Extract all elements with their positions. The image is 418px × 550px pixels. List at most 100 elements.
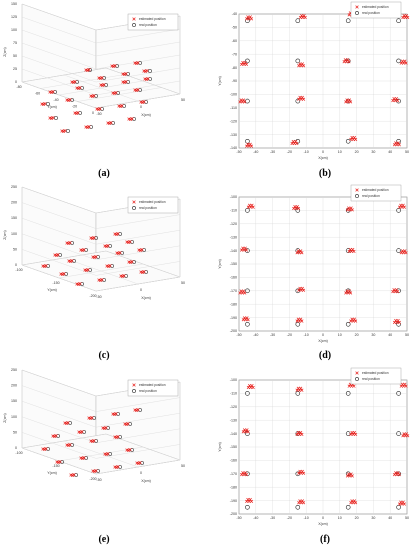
estimated-point bbox=[130, 117, 134, 121]
estimated-point bbox=[78, 86, 82, 90]
z-tick-label: 50 bbox=[13, 247, 17, 251]
estimated-point bbox=[54, 434, 58, 438]
real-point bbox=[245, 431, 250, 436]
estimated-point bbox=[243, 246, 247, 250]
x-tick-label: -50 bbox=[236, 516, 241, 520]
chart-d-2d: -50 -40 -30 -20 -10 0 10 20 30 40 50-200-190-180-1… bbox=[218, 184, 409, 343]
x-tick-label: 40 bbox=[388, 516, 392, 520]
real-point bbox=[396, 391, 401, 396]
estimated-point bbox=[301, 97, 306, 101]
real-point bbox=[245, 18, 250, 24]
legend-real-label: real position bbox=[139, 206, 157, 210]
estimated-point bbox=[80, 430, 84, 434]
real-point bbox=[345, 139, 351, 144]
real-point bbox=[396, 58, 401, 64]
estimated-point bbox=[130, 260, 134, 264]
chart-c-3d: 0 50 100 150 200 250 -100 -150 -200 -50 0 50 Z(cm) Y(… bbox=[3, 185, 185, 300]
estimated-point bbox=[404, 432, 409, 436]
z-tick-label: 50 bbox=[13, 54, 17, 58]
real-point bbox=[345, 471, 351, 477]
real-point bbox=[245, 505, 250, 510]
z-tick-label: 200 bbox=[11, 384, 17, 388]
estimated-point bbox=[243, 100, 247, 104]
caption-b: (b) bbox=[318, 168, 332, 179]
real-point bbox=[345, 505, 351, 510]
floor-grid-line bbox=[21, 250, 107, 266]
y-tick-label: -100 bbox=[15, 451, 22, 455]
estimated-point bbox=[128, 240, 132, 244]
estimated-point bbox=[68, 443, 72, 447]
chart-panel-c: 0 50 100 150 200 250 -100 -150 -200 -50 0 50 Z(cm) Y(… bbox=[0, 183, 209, 366]
legend-box bbox=[350, 184, 402, 202]
estimated-point bbox=[241, 289, 246, 293]
real-point bbox=[345, 322, 351, 327]
estimated-point bbox=[92, 236, 96, 240]
estimated-point bbox=[352, 499, 357, 503]
y-tick-label: -180 bbox=[230, 485, 237, 489]
estimated-point bbox=[122, 274, 126, 278]
estimated-point bbox=[395, 289, 400, 294]
y-tick-label: -110 bbox=[230, 392, 237, 396]
estimated-point bbox=[348, 291, 353, 295]
estimated-point bbox=[249, 144, 254, 148]
legend-estimated-label: estimated position bbox=[362, 188, 389, 192]
chart-b-2d: -50 -40 -30 -20 -10 0 10 20 30 40 50-140-130-120-1… bbox=[218, 1, 410, 160]
y-tick-label: -100 bbox=[230, 378, 237, 382]
x-tick-label: 50 bbox=[405, 333, 409, 337]
y-tick-label: -150 bbox=[230, 262, 237, 266]
estimated-point bbox=[92, 94, 96, 98]
estimated-point bbox=[352, 317, 357, 321]
floor-grid-line bbox=[105, 250, 181, 278]
z-grid-line bbox=[21, 218, 181, 245]
estimated-point bbox=[128, 448, 132, 452]
estimated-point bbox=[397, 472, 401, 477]
x-tick-label: -30 bbox=[270, 516, 275, 520]
estimated-point bbox=[299, 386, 303, 390]
floor-grid-line bbox=[63, 257, 139, 285]
estimated-point bbox=[44, 264, 48, 268]
x-tick-label: 50 bbox=[181, 98, 185, 102]
floor-grid-line bbox=[21, 67, 107, 83]
x-tick-label: 20 bbox=[355, 150, 359, 154]
z-grid-line bbox=[21, 16, 181, 44]
y-tick-label: -130 bbox=[230, 235, 237, 239]
estimated-point bbox=[248, 497, 252, 502]
y-tick-label: -200 bbox=[89, 477, 96, 481]
estimated-point bbox=[353, 501, 358, 505]
estimated-point bbox=[124, 72, 128, 76]
estimated-point bbox=[397, 143, 401, 147]
legend-real-marker bbox=[355, 11, 359, 15]
legend-real-label: real position bbox=[362, 194, 380, 198]
estimated-point bbox=[352, 249, 356, 254]
estimated-point bbox=[249, 499, 254, 504]
y-tick-label: -70 bbox=[232, 52, 237, 56]
y-tick-label: -90 bbox=[232, 79, 237, 83]
x-axis-label: X(cm) bbox=[141, 479, 151, 483]
x-tick-label: 0 bbox=[322, 150, 324, 154]
legend-box bbox=[127, 196, 179, 214]
x-tick-label: -20 bbox=[287, 333, 292, 337]
legend-estimated-marker bbox=[355, 188, 359, 192]
estimated-point bbox=[299, 430, 303, 435]
estimated-point bbox=[51, 116, 55, 120]
estimated-point bbox=[299, 249, 303, 253]
estimated-point bbox=[241, 98, 246, 102]
x-tick-label: -50 bbox=[96, 295, 101, 299]
legend-estimated-marker bbox=[355, 5, 359, 9]
y-tick-label: -20 bbox=[72, 105, 77, 109]
y-tick-label: -120 bbox=[230, 119, 237, 123]
z-tick-label: 150 bbox=[11, 399, 17, 403]
z-tick-label: 100 bbox=[11, 232, 17, 236]
estimated-point bbox=[114, 91, 118, 95]
chart-panel-a: 0 25 50 75 100 125 150 -80 -60 -40 -20 0 -50 0 50 Z(cm)… bbox=[0, 0, 209, 183]
legend-estimated-label: estimated position bbox=[139, 200, 166, 204]
x-tick-label: 20 bbox=[355, 333, 359, 337]
y-tick-label: -150 bbox=[230, 445, 237, 449]
x-tick-label: -50 bbox=[96, 112, 101, 116]
x-axis-label: X(cm) bbox=[141, 296, 151, 300]
x-tick-label: 40 bbox=[388, 150, 392, 154]
estimated-point bbox=[248, 15, 252, 19]
y-tick-label: -140 bbox=[230, 432, 237, 436]
real-point bbox=[345, 18, 351, 24]
estimated-point bbox=[44, 447, 48, 451]
